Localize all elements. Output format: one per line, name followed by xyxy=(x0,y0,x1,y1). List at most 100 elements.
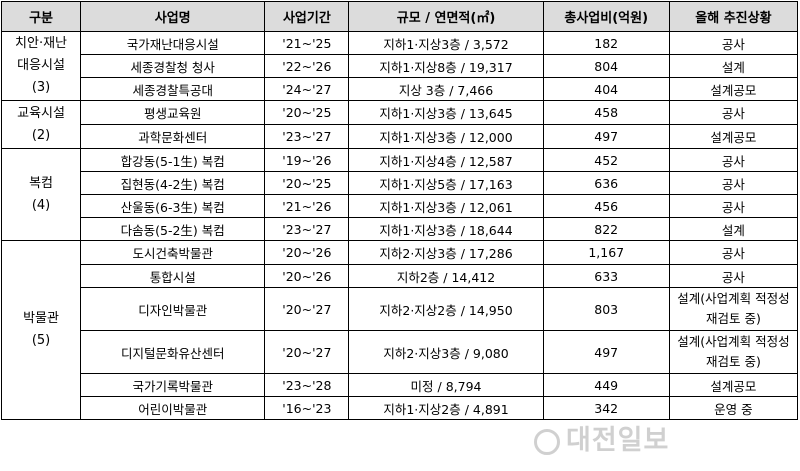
project-scale: 지하1·지상3층 / 18,644 xyxy=(348,217,544,241)
project-status: 운영 중 xyxy=(668,396,799,420)
group-cell: 박물관 (5) xyxy=(0,240,82,420)
project-status: 공사 xyxy=(668,194,799,218)
group-label-line: 박물관 xyxy=(23,311,59,326)
project-name: 국가기록박물관 xyxy=(80,373,266,397)
table-row: 박물관 (5) 도시건축박물관 '20~'26 지하2·지상3층 / 17,28… xyxy=(0,240,799,420)
project-cost: 452 xyxy=(542,148,670,172)
project-period: '16~'23 xyxy=(264,396,350,420)
project-period: '20~'26 xyxy=(264,240,350,265)
group-label-line: 교육시설 xyxy=(17,105,65,121)
table-row: 집현동(4-2生) 복컴 '20~'25 지하1·지상5층 / 17,163 6… xyxy=(2,171,799,195)
header-scale-area: 규모 / 연면적(㎡) xyxy=(348,1,544,32)
project-status: 설계 xyxy=(668,217,799,241)
header-total-cost: 총사업비(억원) xyxy=(542,1,670,32)
table-row: 디지털문화유산센터 '20~'27 지하2·지상3층 / 9,080 497 설… xyxy=(2,330,799,374)
project-cost: 182 xyxy=(542,31,670,55)
project-cost: 633 xyxy=(542,264,670,288)
project-status: 공사 xyxy=(668,264,799,288)
group-label-line: (5) xyxy=(31,333,51,348)
project-name: 디자인박물관 xyxy=(80,287,266,331)
project-name: 도시건축박물관 xyxy=(80,240,266,265)
project-name: 과학문화센터 xyxy=(80,124,266,149)
group-cell: 복컴 (4) xyxy=(0,148,82,241)
project-cost: 636 xyxy=(542,171,670,195)
project-cost: 458 xyxy=(542,100,670,125)
table-row: 통합시설 '20~'26 지하2층 / 14,412 633 공사 xyxy=(2,264,799,288)
group-label-line: (3) xyxy=(31,80,51,95)
table-row: 교육시설 (2) 평생교육원 '20~'25 지하1·지상3층 / 13,645… xyxy=(0,100,799,149)
project-status: 공사 xyxy=(668,148,799,172)
project-period: '20~'27 xyxy=(264,287,350,331)
header-category: 구분 xyxy=(0,1,82,32)
project-period: '19~'26 xyxy=(264,148,350,172)
group-cell: 교육시설 (2) xyxy=(0,100,82,149)
project-cost: 803 xyxy=(542,287,670,331)
watermark-text: 대전일보 xyxy=(566,425,670,456)
project-cost: 1,167 xyxy=(542,240,670,265)
project-name: 어린이박물관 xyxy=(80,396,266,420)
project-status: 설계공모 xyxy=(668,373,799,397)
project-cost: 497 xyxy=(542,330,670,374)
project-scale: 지하2·지상2층 / 14,950 xyxy=(348,287,544,331)
table-row: 세종경찰특공대 '24~'27 지상 3층 / 7,466 404 설계공모 xyxy=(2,77,799,101)
project-scale: 지상 3층 / 7,466 xyxy=(348,77,544,101)
project-scale: 지하2층 / 14,412 xyxy=(348,264,544,288)
project-name: 산울동(6-3生) 복컴 xyxy=(80,194,266,218)
header-row: 구분 사업명 사업기간 규모 / 연면적(㎡) 총사업비(억원) 올해 추진상황 xyxy=(0,1,799,32)
project-scale: 지하1·지상2층 / 4,891 xyxy=(348,396,544,420)
project-scale: 지하1·지상4층 / 12,587 xyxy=(348,148,544,172)
group-label-line: (4) xyxy=(31,197,51,213)
project-status: 설계공모 xyxy=(668,124,799,149)
project-period: '22~'26 xyxy=(264,54,350,78)
header-project-name: 사업명 xyxy=(80,1,266,32)
project-scale: 지하2·지상3층 / 9,080 xyxy=(348,330,544,374)
project-period: '20~'26 xyxy=(264,264,350,288)
header-period: 사업기간 xyxy=(264,1,350,32)
project-name: 합강동(5-1生) 복컴 xyxy=(80,148,266,172)
project-scale: 지하2·지상3층 / 17,286 xyxy=(348,240,544,265)
header-status: 올해 추진상황 xyxy=(668,1,799,32)
project-name: 평생교육원 xyxy=(80,100,266,125)
project-status: 공사 xyxy=(668,171,799,195)
table-row: 국가기록박물관 '23~'28 미정 / 8,794 449 설계공모 xyxy=(2,373,799,397)
table-row: 세종경찰청 청사 '22~'26 지하1·지상8층 / 19,317 804 설… xyxy=(2,54,799,78)
project-name: 다솜동(5-2生) 복컴 xyxy=(80,217,266,241)
project-cost: 449 xyxy=(542,373,670,397)
project-name: 세종경찰특공대 xyxy=(80,77,266,101)
project-cost: 342 xyxy=(542,396,670,420)
project-name: 통합시설 xyxy=(80,264,266,288)
project-scale: 지하1·지상3층 / 13,645 xyxy=(348,100,544,125)
project-status: 설계공모 xyxy=(668,77,799,101)
project-status: 공사 xyxy=(668,100,799,125)
project-period: '23~'27 xyxy=(264,217,350,241)
project-period: '23~'27 xyxy=(264,124,350,149)
project-scale: 지하1·지상3층 / 3,572 xyxy=(348,31,544,55)
project-cost: 404 xyxy=(542,77,670,101)
watermark: 대전일보 xyxy=(534,418,669,457)
project-scale: 지하1·지상8층 / 19,317 xyxy=(348,54,544,78)
project-status: 공사 xyxy=(668,31,799,55)
project-name: 집현동(4-2生) 복컴 xyxy=(80,171,266,195)
project-cost: 804 xyxy=(542,54,670,78)
project-status: 설계(사업계획 적정성 재검토 중) xyxy=(668,330,799,374)
project-cost: 497 xyxy=(542,124,670,149)
group-label-line: 치안·재난 xyxy=(15,36,68,51)
project-table: 구분 사업명 사업기간 규모 / 연면적(㎡) 총사업비(억원) 올해 추진상황… xyxy=(0,1,799,420)
project-period: '24~'27 xyxy=(264,77,350,101)
project-status: 설계 xyxy=(668,54,799,78)
table-row: 산울동(6-3生) 복컴 '21~'26 지하1·지상3층 / 12,061 4… xyxy=(2,194,799,218)
project-period: '20~'27 xyxy=(264,330,350,374)
project-scale: 지하1·지상3층 / 12,000 xyxy=(348,124,544,149)
project-name: 세종경찰청 청사 xyxy=(80,54,266,78)
group-label-line: 복컴 xyxy=(29,175,53,191)
project-status: 공사 xyxy=(668,240,799,265)
project-name: 국가재난대응시설 xyxy=(80,31,266,55)
group-label-line: 대응시설 xyxy=(17,58,65,73)
project-scale: 미정 / 8,794 xyxy=(348,373,544,397)
project-cost: 822 xyxy=(542,217,670,241)
project-status: 설계(사업계획 적정성 재검토 중) xyxy=(668,287,799,331)
project-name: 디지털문화유산센터 xyxy=(80,330,266,374)
project-period: '21~'26 xyxy=(264,194,350,218)
group-label-line: (2) xyxy=(31,127,51,143)
table-row: 디자인박물관 '20~'27 지하2·지상2층 / 14,950 803 설계(… xyxy=(2,287,799,331)
